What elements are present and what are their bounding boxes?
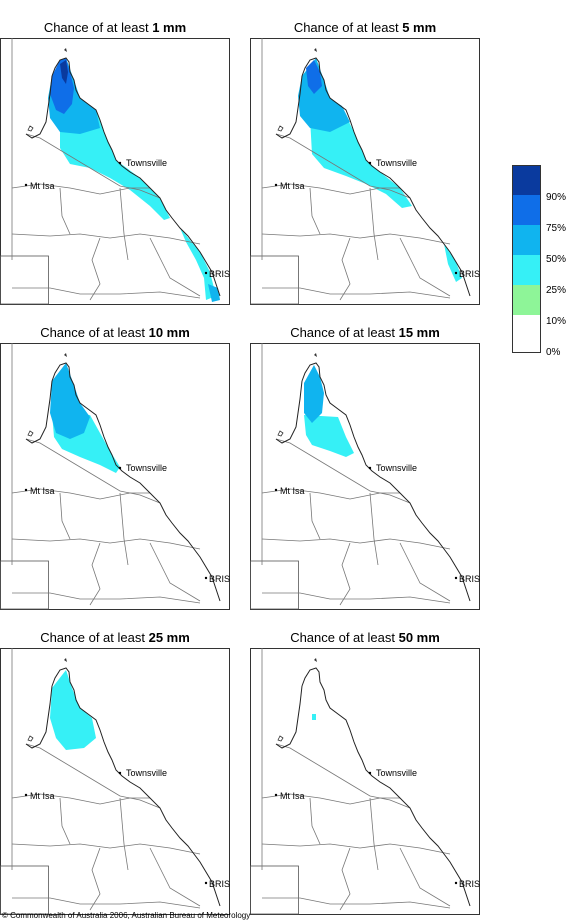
legend-label-25: 25% — [546, 285, 567, 296]
panel-title-1mm: Chance of at least 1 mm — [43, 20, 187, 35]
townsville-label: Townsville — [126, 463, 167, 473]
map-10mm: Townsville Mt Isa BRIS — [0, 343, 230, 610]
townsville-label: Townsville — [376, 768, 417, 778]
legend-swatch-0 — [512, 315, 541, 353]
map-25mm: Townsville Mt Isa BRIS — [0, 648, 230, 915]
legend-label-90: 90% — [546, 192, 567, 203]
legend-swatch-75 — [512, 195, 541, 225]
panel-title-10mm: Chance of at least 10 mm — [40, 325, 190, 340]
legend-label-50: 50% — [546, 254, 567, 265]
legend-swatch-50 — [512, 225, 541, 255]
townsville-label: Townsville — [126, 768, 167, 778]
panel-title-50mm: Chance of at least 50 mm — [290, 630, 440, 645]
mt-isa-label: Mt Isa — [280, 181, 305, 191]
legend-label-10: 10% — [546, 316, 567, 327]
legend-swatch-10 — [512, 285, 541, 315]
panel-title-5mm: Chance of at least 5 mm — [293, 20, 437, 35]
legend-label-0: 0% — [546, 347, 561, 358]
mt-isa-label: Mt Isa — [30, 181, 55, 191]
brisbane-label: BRIS — [459, 269, 480, 279]
mt-isa-label: Mt Isa — [30, 791, 55, 801]
mt-isa-label: Mt Isa — [280, 791, 305, 801]
brisbane-label: BRIS — [209, 269, 230, 279]
legend-label-75: 75% — [546, 223, 567, 234]
mt-isa-label: Mt Isa — [30, 486, 55, 496]
brisbane-label: BRIS — [459, 879, 480, 889]
brisbane-label: BRIS — [209, 879, 230, 889]
map-5mm: Townsville Mt Isa BRIS — [250, 38, 480, 305]
mt-isa-label: Mt Isa — [280, 486, 305, 496]
brisbane-label: BRIS — [459, 574, 480, 584]
legend-swatch-25 — [512, 255, 541, 285]
map-50mm: Townsville Mt Isa BRIS — [250, 648, 480, 915]
townsville-label: Townsville — [376, 158, 417, 168]
brisbane-label: BRIS — [209, 574, 230, 584]
copyright-notice: © Commonwealth of Australia 2006, Austra… — [2, 911, 251, 920]
panel-title-15mm: Chance of at least 15 mm — [290, 325, 440, 340]
map-1mm: Townsville Mt Isa BRIS — [0, 38, 230, 305]
map-15mm: Townsville Mt Isa BRIS — [250, 343, 480, 610]
townsville-label: Townsville — [126, 158, 167, 168]
legend-swatch-90 — [512, 165, 541, 195]
panel-title-25mm: Chance of at least 25 mm — [40, 630, 190, 645]
townsville-label: Townsville — [376, 463, 417, 473]
